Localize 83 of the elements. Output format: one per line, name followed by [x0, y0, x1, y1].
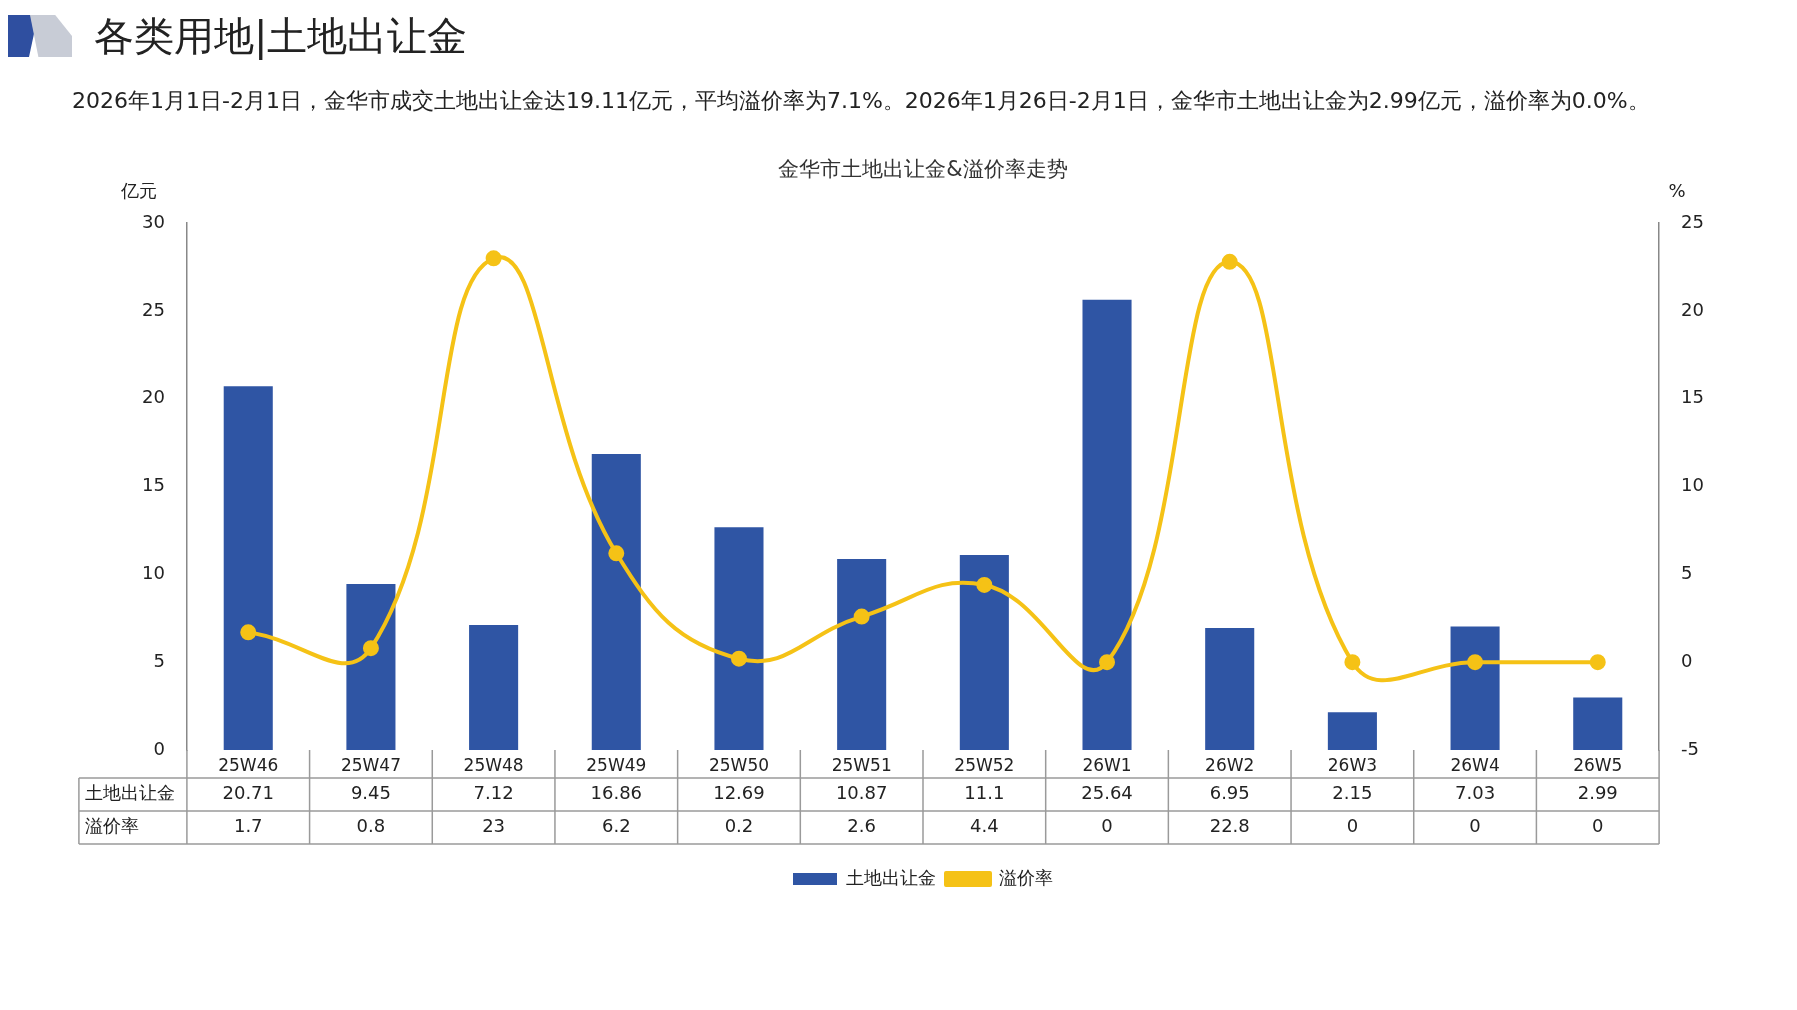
bar [1082, 299, 1132, 750]
data-label: 2.6 [847, 815, 876, 837]
y-tick-label: 10 [142, 562, 165, 584]
bar [591, 453, 641, 750]
x-tick-label: 25W51 [831, 754, 892, 775]
data-label: 2.15 [1332, 782, 1373, 804]
data-label: 9.45 [350, 782, 391, 804]
x-tick-label: 25W52 [954, 754, 1015, 775]
y2-tick-label: 25 [1681, 210, 1704, 232]
point [976, 576, 993, 593]
x-tick-label: 25W46 [218, 754, 279, 775]
data-label: 0.2 [724, 815, 754, 837]
data-label: 6.2 [601, 815, 631, 837]
y2-tick-label: 5 [1681, 562, 1693, 584]
data-label: 0 [1101, 815, 1113, 837]
data-label: 7.12 [473, 782, 514, 804]
data-label: 22.8 [1209, 815, 1250, 837]
y-tick-label: 0 [153, 737, 165, 759]
data-label: 0 [1592, 815, 1604, 837]
data-label: 0 [1469, 815, 1481, 837]
point [362, 640, 379, 657]
point [485, 250, 502, 267]
x-tick-label: 25W49 [586, 754, 647, 775]
y-tick-label: 20 [142, 386, 165, 408]
data-label: 4.4 [970, 815, 999, 837]
y-axis-title: 亿元 [119, 179, 157, 201]
x-tick-label: 26W5 [1573, 754, 1623, 775]
bar [959, 555, 1009, 750]
point [240, 624, 257, 641]
y2-tick-label: -5 [1681, 737, 1700, 759]
point [1467, 654, 1484, 671]
y2-axis-title: % [1668, 179, 1686, 201]
y-tick-label: 25 [142, 298, 165, 320]
point [1221, 253, 1238, 270]
text: 各类用地|土地出让金 [94, 11, 468, 62]
data-label: 0.8 [356, 815, 386, 837]
x-tick-label: 26W2 [1205, 754, 1255, 775]
data-label: 6.95 [1209, 782, 1250, 804]
x-tick-label: 26W3 [1327, 754, 1378, 775]
data-label: 1.7 [233, 815, 263, 837]
bar [469, 624, 519, 750]
bar [346, 584, 396, 750]
bar [1327, 712, 1377, 750]
x-tick-label: 26W1 [1082, 754, 1132, 775]
bar [1450, 626, 1500, 750]
data-label: 12.69 [713, 782, 765, 804]
legend-label: 土地出让金 [846, 866, 936, 888]
point [608, 545, 625, 562]
data-label: 7.03 [1455, 782, 1496, 804]
x-tick-label: 25W48 [463, 754, 524, 775]
data-label: 16.86 [590, 782, 643, 804]
y2-tick-label: 0 [1681, 649, 1693, 671]
x-tick-label: 25W47 [340, 754, 401, 775]
bar [837, 559, 887, 750]
legend-label: 溢价率 [999, 866, 1053, 888]
bar [1573, 697, 1623, 750]
data-label: 10.87 [835, 782, 888, 804]
x-tick-label: 26W4 [1450, 754, 1500, 775]
point [1589, 654, 1606, 671]
data-label: 0 [1346, 815, 1359, 837]
data-label: 2.99 [1577, 782, 1618, 804]
data-label: 20.71 [222, 782, 275, 804]
y2-tick-label: 20 [1681, 298, 1704, 320]
chart-title: 金华市土地出让金&溢价率走势 [778, 157, 1068, 182]
text: 溢价率 [84, 815, 139, 837]
y2-tick-label: 15 [1681, 386, 1704, 408]
point [1344, 654, 1361, 671]
bar [714, 527, 764, 750]
x-tick-label: 25W50 [708, 754, 770, 775]
data-label: 11.1 [964, 782, 1005, 804]
text: 2026年1月1日-2月1日，金华市成交土地出让金达19.11亿元，平均溢价率为7.1%。2026年1月26日-2月1日，金华市土地出让金为2.99亿元，溢价率为0.0%。 [72, 87, 1651, 115]
y-tick-label: 30 [142, 210, 165, 232]
point [1099, 654, 1116, 671]
y-tick-label: 15 [142, 474, 165, 496]
y-tick-label: 5 [153, 649, 165, 671]
data-label: 23 [482, 815, 506, 837]
point [730, 650, 747, 667]
bar [1205, 627, 1255, 750]
text: 土地出让金 [84, 782, 175, 804]
y2-tick-label: 10 [1681, 474, 1704, 496]
bar [223, 386, 273, 750]
point [853, 608, 870, 625]
data-label: 25.64 [1081, 782, 1133, 804]
